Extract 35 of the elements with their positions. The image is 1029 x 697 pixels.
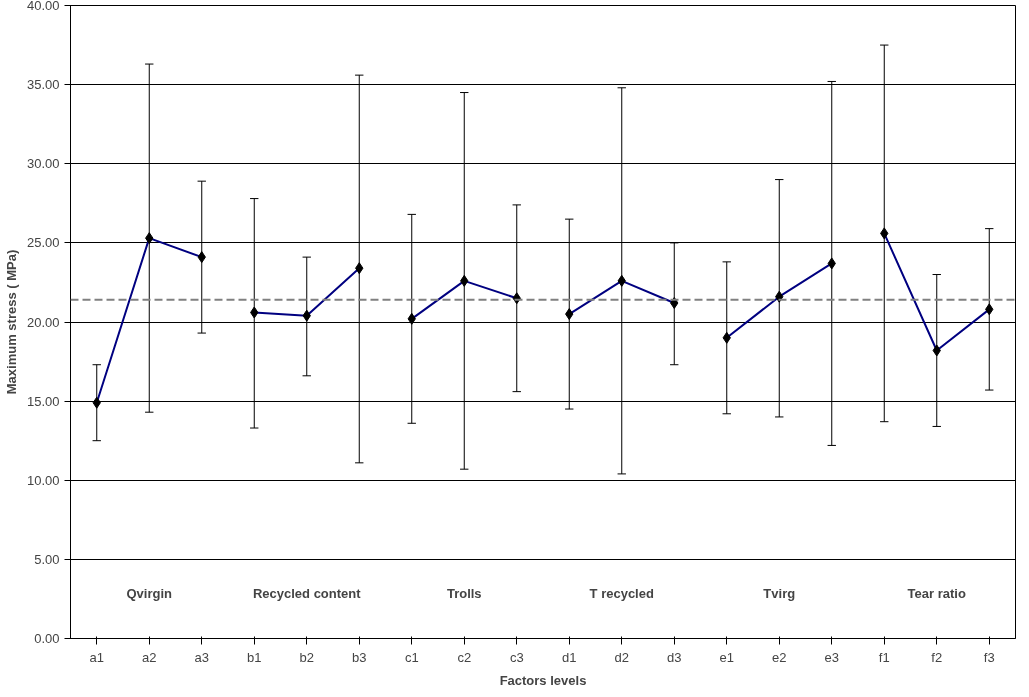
annotation: Trolls: [446, 585, 482, 601]
x-tick-label: a3: [194, 649, 209, 665]
annotation: Tear ratio: [907, 585, 966, 601]
y-tick-label: 15.00: [26, 393, 60, 409]
x-tick-label: d1: [562, 649, 577, 665]
x-tick-label: b1: [247, 649, 262, 665]
x-tick-label: a1: [89, 649, 104, 665]
x-tick-label: e1: [719, 649, 734, 665]
x-tick-label: d2: [614, 649, 629, 665]
y-tick-label: 20.00: [26, 314, 60, 330]
y-tick-label: 30.00: [26, 156, 60, 172]
x-tick-label: f2: [931, 649, 943, 665]
y-tick-label: 0.00: [34, 631, 60, 646]
y-tick-label: 40.00: [26, 0, 60, 13]
annotation: Tvirg: [763, 585, 796, 601]
x-tick-label: c1: [404, 649, 419, 665]
annotation: Qvirgin: [126, 585, 173, 601]
x-axis-title: Factors levels: [499, 672, 587, 688]
y-tick-label: 25.00: [26, 235, 60, 251]
y-tick-label: 5.00: [34, 551, 60, 567]
y-axis-title: Maximum stress ( MPa): [3, 249, 19, 395]
x-tick-label: b2: [299, 649, 314, 665]
x-tick-label: e3: [824, 649, 839, 665]
x-tick-label: f1: [878, 649, 890, 665]
x-tick-label: a2: [142, 649, 157, 665]
x-tick-label: c2: [457, 649, 472, 665]
x-tick-label: f3: [983, 649, 995, 665]
x-tick-label: e2: [772, 649, 787, 665]
annotation: Recycled content: [252, 585, 362, 601]
y-tick-label: 10.00: [26, 472, 60, 488]
y-tick-label: 35.00: [26, 77, 60, 93]
x-tick-label: d3: [667, 649, 682, 665]
annotation: T recycled: [589, 585, 654, 601]
x-tick-label: b3: [352, 649, 367, 665]
x-tick-label: c3: [509, 649, 524, 665]
